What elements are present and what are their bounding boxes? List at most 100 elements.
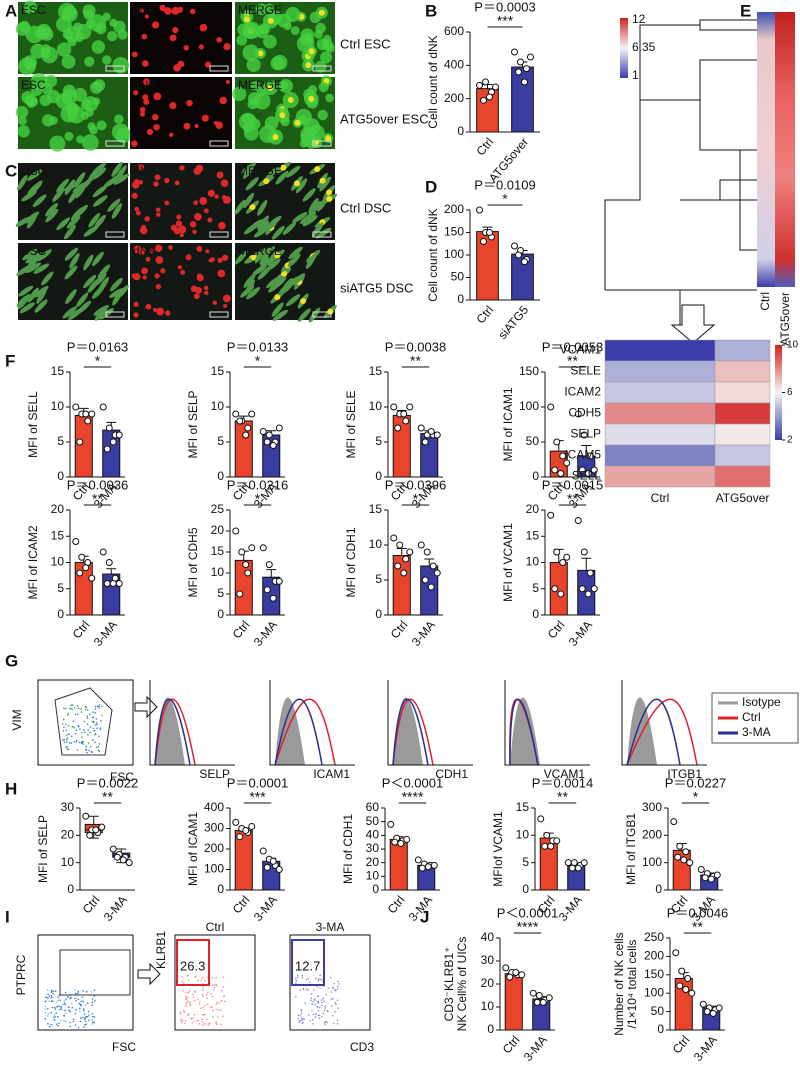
x-tick-label: 3-MA bbox=[251, 893, 280, 924]
data-point bbox=[684, 974, 692, 982]
data-point bbox=[236, 833, 244, 841]
event bbox=[86, 717, 89, 720]
cell bbox=[52, 187, 65, 202]
event bbox=[72, 1020, 75, 1023]
event bbox=[317, 995, 320, 998]
event bbox=[187, 1014, 189, 1016]
histogram-3ma bbox=[274, 698, 323, 766]
event bbox=[309, 981, 311, 983]
event bbox=[66, 739, 68, 741]
cell bbox=[234, 250, 248, 265]
heatmap-cell bbox=[714, 444, 771, 467]
panel-letter: E bbox=[740, 1, 751, 20]
cell bbox=[248, 219, 263, 232]
panel-letter: C bbox=[5, 161, 17, 180]
p-value: P＝0.0015 bbox=[542, 477, 603, 492]
data-point bbox=[688, 989, 696, 997]
event bbox=[81, 736, 83, 739]
data-point bbox=[259, 428, 267, 435]
cell bbox=[319, 176, 331, 192]
data-point bbox=[586, 452, 594, 460]
cell bbox=[252, 264, 268, 276]
scale-bar bbox=[105, 65, 125, 72]
cell bbox=[141, 33, 148, 40]
x-tick-label: Ctrl bbox=[670, 1033, 693, 1056]
row-label: ICAM5 bbox=[564, 448, 601, 462]
flow-plot bbox=[37, 934, 134, 1031]
event bbox=[74, 997, 76, 999]
data-point bbox=[82, 410, 90, 418]
cell bbox=[23, 0, 38, 15]
y-tick-label: 100 bbox=[519, 399, 539, 413]
data-point bbox=[82, 812, 90, 820]
data-point bbox=[396, 541, 404, 549]
cell bbox=[201, 114, 209, 122]
event bbox=[70, 735, 73, 738]
data-point bbox=[551, 585, 559, 593]
cell bbox=[131, 192, 138, 199]
cell bbox=[34, 285, 49, 298]
event bbox=[98, 704, 101, 706]
cell bbox=[83, 254, 94, 271]
cell bbox=[61, 54, 76, 69]
cell bbox=[171, 6, 180, 15]
event bbox=[311, 1010, 313, 1012]
event bbox=[64, 1020, 67, 1023]
data-point bbox=[701, 874, 709, 882]
data-point bbox=[486, 93, 493, 101]
event bbox=[305, 978, 308, 981]
cell bbox=[249, 204, 256, 211]
event bbox=[207, 991, 209, 994]
event bbox=[83, 1026, 85, 1028]
cell bbox=[281, 270, 288, 277]
cell bbox=[280, 164, 287, 171]
heatmap-cell bbox=[714, 423, 771, 446]
cell bbox=[142, 275, 147, 280]
cell bbox=[286, 275, 302, 287]
histogram-3ma bbox=[154, 698, 191, 766]
data-point bbox=[115, 580, 123, 587]
event bbox=[314, 977, 317, 980]
event bbox=[190, 1018, 193, 1021]
cell bbox=[133, 301, 139, 307]
data-point bbox=[232, 410, 240, 418]
cell bbox=[139, 8, 145, 13]
cell bbox=[62, 28, 74, 40]
event bbox=[218, 1002, 221, 1004]
event bbox=[52, 992, 54, 995]
cell bbox=[210, 257, 215, 262]
column-label: ATG5over bbox=[716, 491, 770, 505]
event bbox=[75, 739, 78, 741]
event bbox=[201, 994, 204, 996]
cell bbox=[82, 134, 99, 151]
cell bbox=[219, 96, 227, 105]
event bbox=[332, 1022, 335, 1025]
row-label: Ctrl DSC bbox=[340, 201, 391, 216]
cell bbox=[61, 6, 78, 22]
event bbox=[54, 1016, 57, 1018]
event bbox=[197, 998, 199, 1001]
cell bbox=[204, 290, 209, 296]
cell bbox=[165, 310, 171, 316]
arrow bbox=[134, 695, 158, 719]
event bbox=[77, 707, 80, 710]
y-tick-label: 15 bbox=[526, 528, 540, 542]
cell bbox=[113, 173, 130, 185]
data-point bbox=[109, 845, 117, 853]
cell bbox=[17, 125, 30, 138]
data-point bbox=[232, 527, 240, 535]
panel-letter: F bbox=[5, 351, 15, 370]
event bbox=[202, 1006, 204, 1009]
x-tick-label: Ctrl bbox=[388, 618, 411, 641]
event bbox=[80, 1017, 82, 1020]
data-point bbox=[406, 403, 414, 411]
data-point bbox=[236, 590, 244, 598]
histogram-isotype bbox=[275, 697, 305, 765]
cell bbox=[146, 128, 154, 136]
data-point bbox=[518, 971, 526, 979]
event bbox=[62, 1003, 64, 1006]
significance: ** bbox=[692, 919, 703, 935]
heatmap-cell bbox=[714, 381, 771, 404]
event bbox=[63, 741, 66, 744]
event bbox=[313, 998, 316, 1000]
